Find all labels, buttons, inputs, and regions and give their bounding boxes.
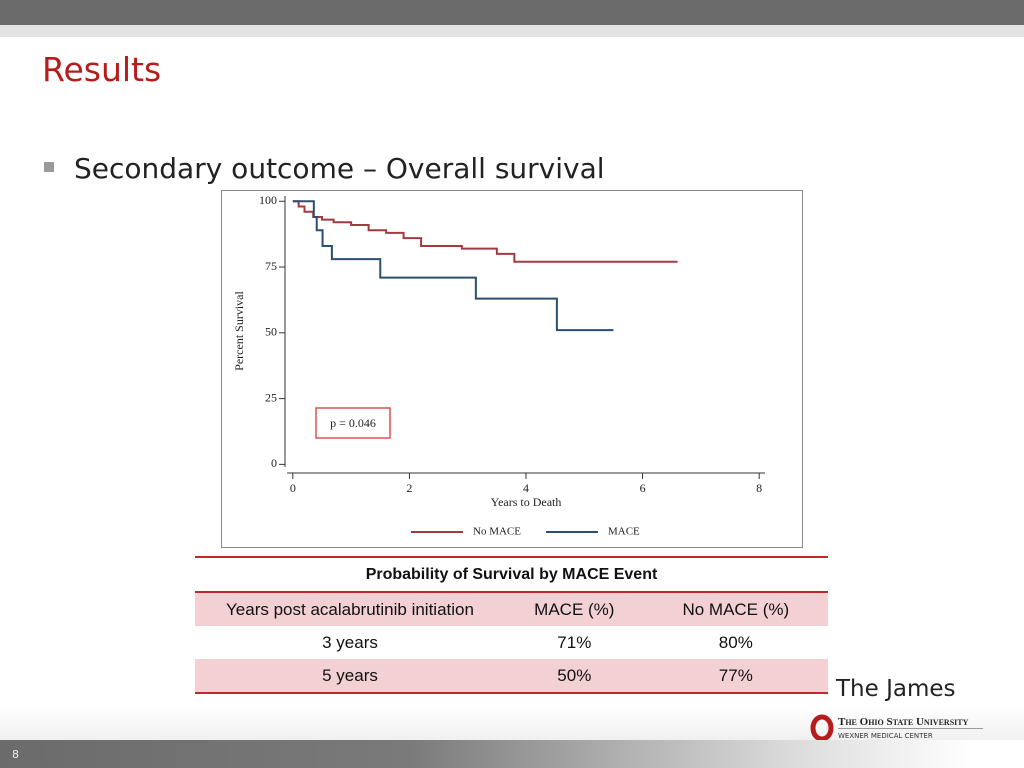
center: Wexner Medical Center xyxy=(838,732,933,740)
cell: 50% xyxy=(505,659,644,692)
cell: 71% xyxy=(557,632,592,652)
cell: 5 years xyxy=(195,659,505,692)
y-tick-label: 0 xyxy=(271,456,277,470)
x-tick-label: 6 xyxy=(640,481,646,495)
cell: 80% xyxy=(718,632,753,652)
x-tick-label: 2 xyxy=(406,481,412,495)
x-tick-label: 0 xyxy=(290,481,296,495)
y-tick-label: 75 xyxy=(265,259,277,273)
x-tick-label: 8 xyxy=(756,481,762,495)
table: Probability of Survival by MACE Event Ye… xyxy=(195,558,828,692)
bullet-marker xyxy=(44,162,54,172)
legend-label: MACE xyxy=(608,526,640,538)
header-cell: Years post acalabrutinib initiation xyxy=(195,592,505,626)
cell: 3 years xyxy=(322,632,378,652)
bullet-text: Secondary outcome – Overall survival xyxy=(74,152,605,185)
top-bar xyxy=(0,0,1024,25)
footer-bar xyxy=(0,740,1024,768)
header-cell: MACE (%) xyxy=(505,592,644,626)
logo-mark xyxy=(810,714,834,742)
x-tick-label: 4 xyxy=(523,481,529,495)
x-axis-label: Years to Death xyxy=(491,495,562,509)
y-axis-label: Percent Survival xyxy=(232,291,246,371)
header-cell: No MACE (%) xyxy=(643,592,828,626)
legend-label: No MACE xyxy=(473,526,521,538)
survival-line xyxy=(292,200,678,263)
annotation: p = 0.046 xyxy=(330,416,376,430)
y-tick-label: 50 xyxy=(265,325,277,339)
table-wrap: Probability of Survival by MACE Event Ye… xyxy=(195,556,828,694)
top-strip xyxy=(0,25,1024,37)
footer-fade xyxy=(0,708,1024,740)
chart: Percent Survival Years to Death p = 0.04… xyxy=(221,190,803,548)
table-title: Probability of Survival by MACE Event xyxy=(195,558,828,593)
cell: 77% xyxy=(643,659,828,692)
y-tick-label: 100 xyxy=(259,193,277,207)
slide-number: 8 xyxy=(12,748,19,761)
survival-line xyxy=(292,200,614,332)
y-tick-label: 25 xyxy=(265,390,277,404)
annotation-box xyxy=(315,407,391,439)
brand: The James xyxy=(836,676,956,702)
university: The Ohio State University xyxy=(838,716,983,729)
slide-title: Results xyxy=(42,50,162,89)
